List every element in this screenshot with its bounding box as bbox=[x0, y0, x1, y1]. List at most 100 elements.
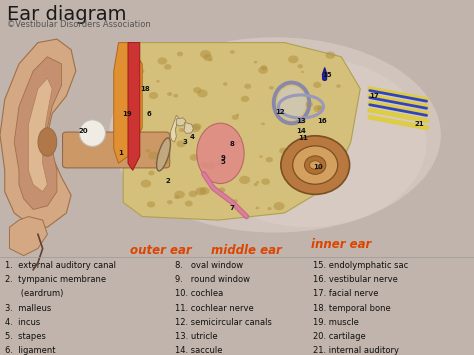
Circle shape bbox=[176, 141, 186, 147]
Text: (eardrum): (eardrum) bbox=[5, 289, 63, 298]
Ellipse shape bbox=[281, 136, 350, 194]
Text: 3: 3 bbox=[182, 139, 187, 145]
Text: 21: 21 bbox=[415, 121, 424, 127]
Circle shape bbox=[254, 183, 258, 186]
Circle shape bbox=[258, 67, 268, 74]
Circle shape bbox=[185, 201, 193, 207]
Circle shape bbox=[304, 157, 309, 160]
Circle shape bbox=[326, 51, 335, 59]
Circle shape bbox=[235, 141, 239, 144]
Text: 18. temporal bone: 18. temporal bone bbox=[313, 304, 391, 312]
Ellipse shape bbox=[190, 57, 427, 227]
Text: middle ear: middle ear bbox=[211, 244, 282, 257]
Circle shape bbox=[233, 199, 238, 203]
Point bbox=[35, 232, 41, 236]
Circle shape bbox=[148, 171, 155, 175]
Text: 9: 9 bbox=[220, 155, 225, 161]
Circle shape bbox=[157, 57, 167, 65]
Circle shape bbox=[167, 200, 173, 204]
Text: 9.   round window: 9. round window bbox=[175, 275, 250, 284]
Text: 11. cochlear nerve: 11. cochlear nerve bbox=[175, 304, 254, 312]
Polygon shape bbox=[123, 43, 360, 220]
Circle shape bbox=[311, 165, 319, 171]
Ellipse shape bbox=[197, 123, 244, 184]
Text: 14: 14 bbox=[296, 129, 306, 134]
Text: 19: 19 bbox=[122, 111, 132, 116]
Text: 13. utricle: 13. utricle bbox=[175, 332, 218, 341]
Text: 2.  tympanic membrane: 2. tympanic membrane bbox=[5, 275, 106, 284]
Circle shape bbox=[288, 55, 299, 63]
Circle shape bbox=[149, 92, 158, 99]
Ellipse shape bbox=[156, 138, 171, 171]
FancyBboxPatch shape bbox=[63, 132, 170, 168]
Ellipse shape bbox=[109, 37, 441, 233]
Circle shape bbox=[132, 112, 141, 118]
Circle shape bbox=[141, 180, 151, 187]
Text: Ear diagram: Ear diagram bbox=[7, 5, 127, 24]
Text: 3.  malleus: 3. malleus bbox=[5, 304, 51, 312]
Circle shape bbox=[317, 106, 323, 110]
Circle shape bbox=[269, 86, 274, 89]
Ellipse shape bbox=[277, 86, 306, 120]
Circle shape bbox=[256, 181, 259, 184]
Text: 6.  ligament: 6. ligament bbox=[5, 346, 55, 355]
Circle shape bbox=[219, 187, 226, 193]
Circle shape bbox=[174, 191, 185, 198]
Circle shape bbox=[129, 126, 134, 130]
Circle shape bbox=[301, 71, 304, 73]
Circle shape bbox=[206, 162, 216, 170]
Text: 15: 15 bbox=[322, 72, 332, 77]
Circle shape bbox=[201, 162, 208, 167]
Text: 5: 5 bbox=[220, 159, 225, 164]
Polygon shape bbox=[28, 78, 52, 192]
Text: 8: 8 bbox=[230, 141, 235, 147]
Polygon shape bbox=[14, 57, 62, 209]
Circle shape bbox=[239, 176, 250, 184]
Circle shape bbox=[164, 158, 171, 164]
Circle shape bbox=[241, 96, 249, 102]
Polygon shape bbox=[0, 39, 76, 227]
Circle shape bbox=[192, 123, 201, 130]
Line: 4 pts: 4 pts bbox=[33, 234, 43, 270]
Text: 12: 12 bbox=[275, 109, 284, 115]
Circle shape bbox=[200, 187, 210, 195]
Circle shape bbox=[319, 170, 324, 173]
Circle shape bbox=[125, 76, 134, 82]
Circle shape bbox=[238, 140, 241, 142]
Circle shape bbox=[155, 160, 161, 165]
Circle shape bbox=[244, 84, 251, 89]
Circle shape bbox=[255, 207, 259, 209]
Circle shape bbox=[261, 65, 267, 70]
Polygon shape bbox=[176, 118, 186, 126]
Circle shape bbox=[174, 195, 180, 199]
Polygon shape bbox=[114, 43, 142, 163]
Ellipse shape bbox=[38, 128, 57, 156]
Circle shape bbox=[216, 160, 224, 166]
Circle shape bbox=[146, 149, 151, 153]
Text: ©Vestibular Disorders Association: ©Vestibular Disorders Association bbox=[7, 20, 151, 28]
Circle shape bbox=[232, 115, 239, 120]
Circle shape bbox=[303, 174, 308, 177]
Text: 7: 7 bbox=[230, 205, 235, 211]
Text: outer ear: outer ear bbox=[130, 244, 192, 257]
Circle shape bbox=[209, 58, 212, 61]
Circle shape bbox=[156, 80, 160, 83]
Text: 17. facial nerve: 17. facial nerve bbox=[313, 289, 378, 298]
Circle shape bbox=[190, 154, 199, 161]
Ellipse shape bbox=[293, 146, 337, 184]
Circle shape bbox=[267, 207, 272, 210]
Ellipse shape bbox=[304, 156, 326, 174]
Polygon shape bbox=[128, 43, 140, 170]
Text: 14. saccule: 14. saccule bbox=[175, 346, 223, 355]
Polygon shape bbox=[9, 217, 47, 256]
Text: 15. endolymphatic sac: 15. endolymphatic sac bbox=[313, 261, 408, 270]
Text: 5.  stapes: 5. stapes bbox=[5, 332, 46, 341]
Circle shape bbox=[195, 187, 206, 195]
Circle shape bbox=[200, 50, 211, 58]
Circle shape bbox=[313, 105, 323, 112]
Circle shape bbox=[254, 61, 257, 64]
Text: 16: 16 bbox=[318, 118, 327, 124]
Polygon shape bbox=[322, 67, 327, 81]
Text: 11: 11 bbox=[299, 136, 308, 141]
Circle shape bbox=[310, 161, 321, 169]
